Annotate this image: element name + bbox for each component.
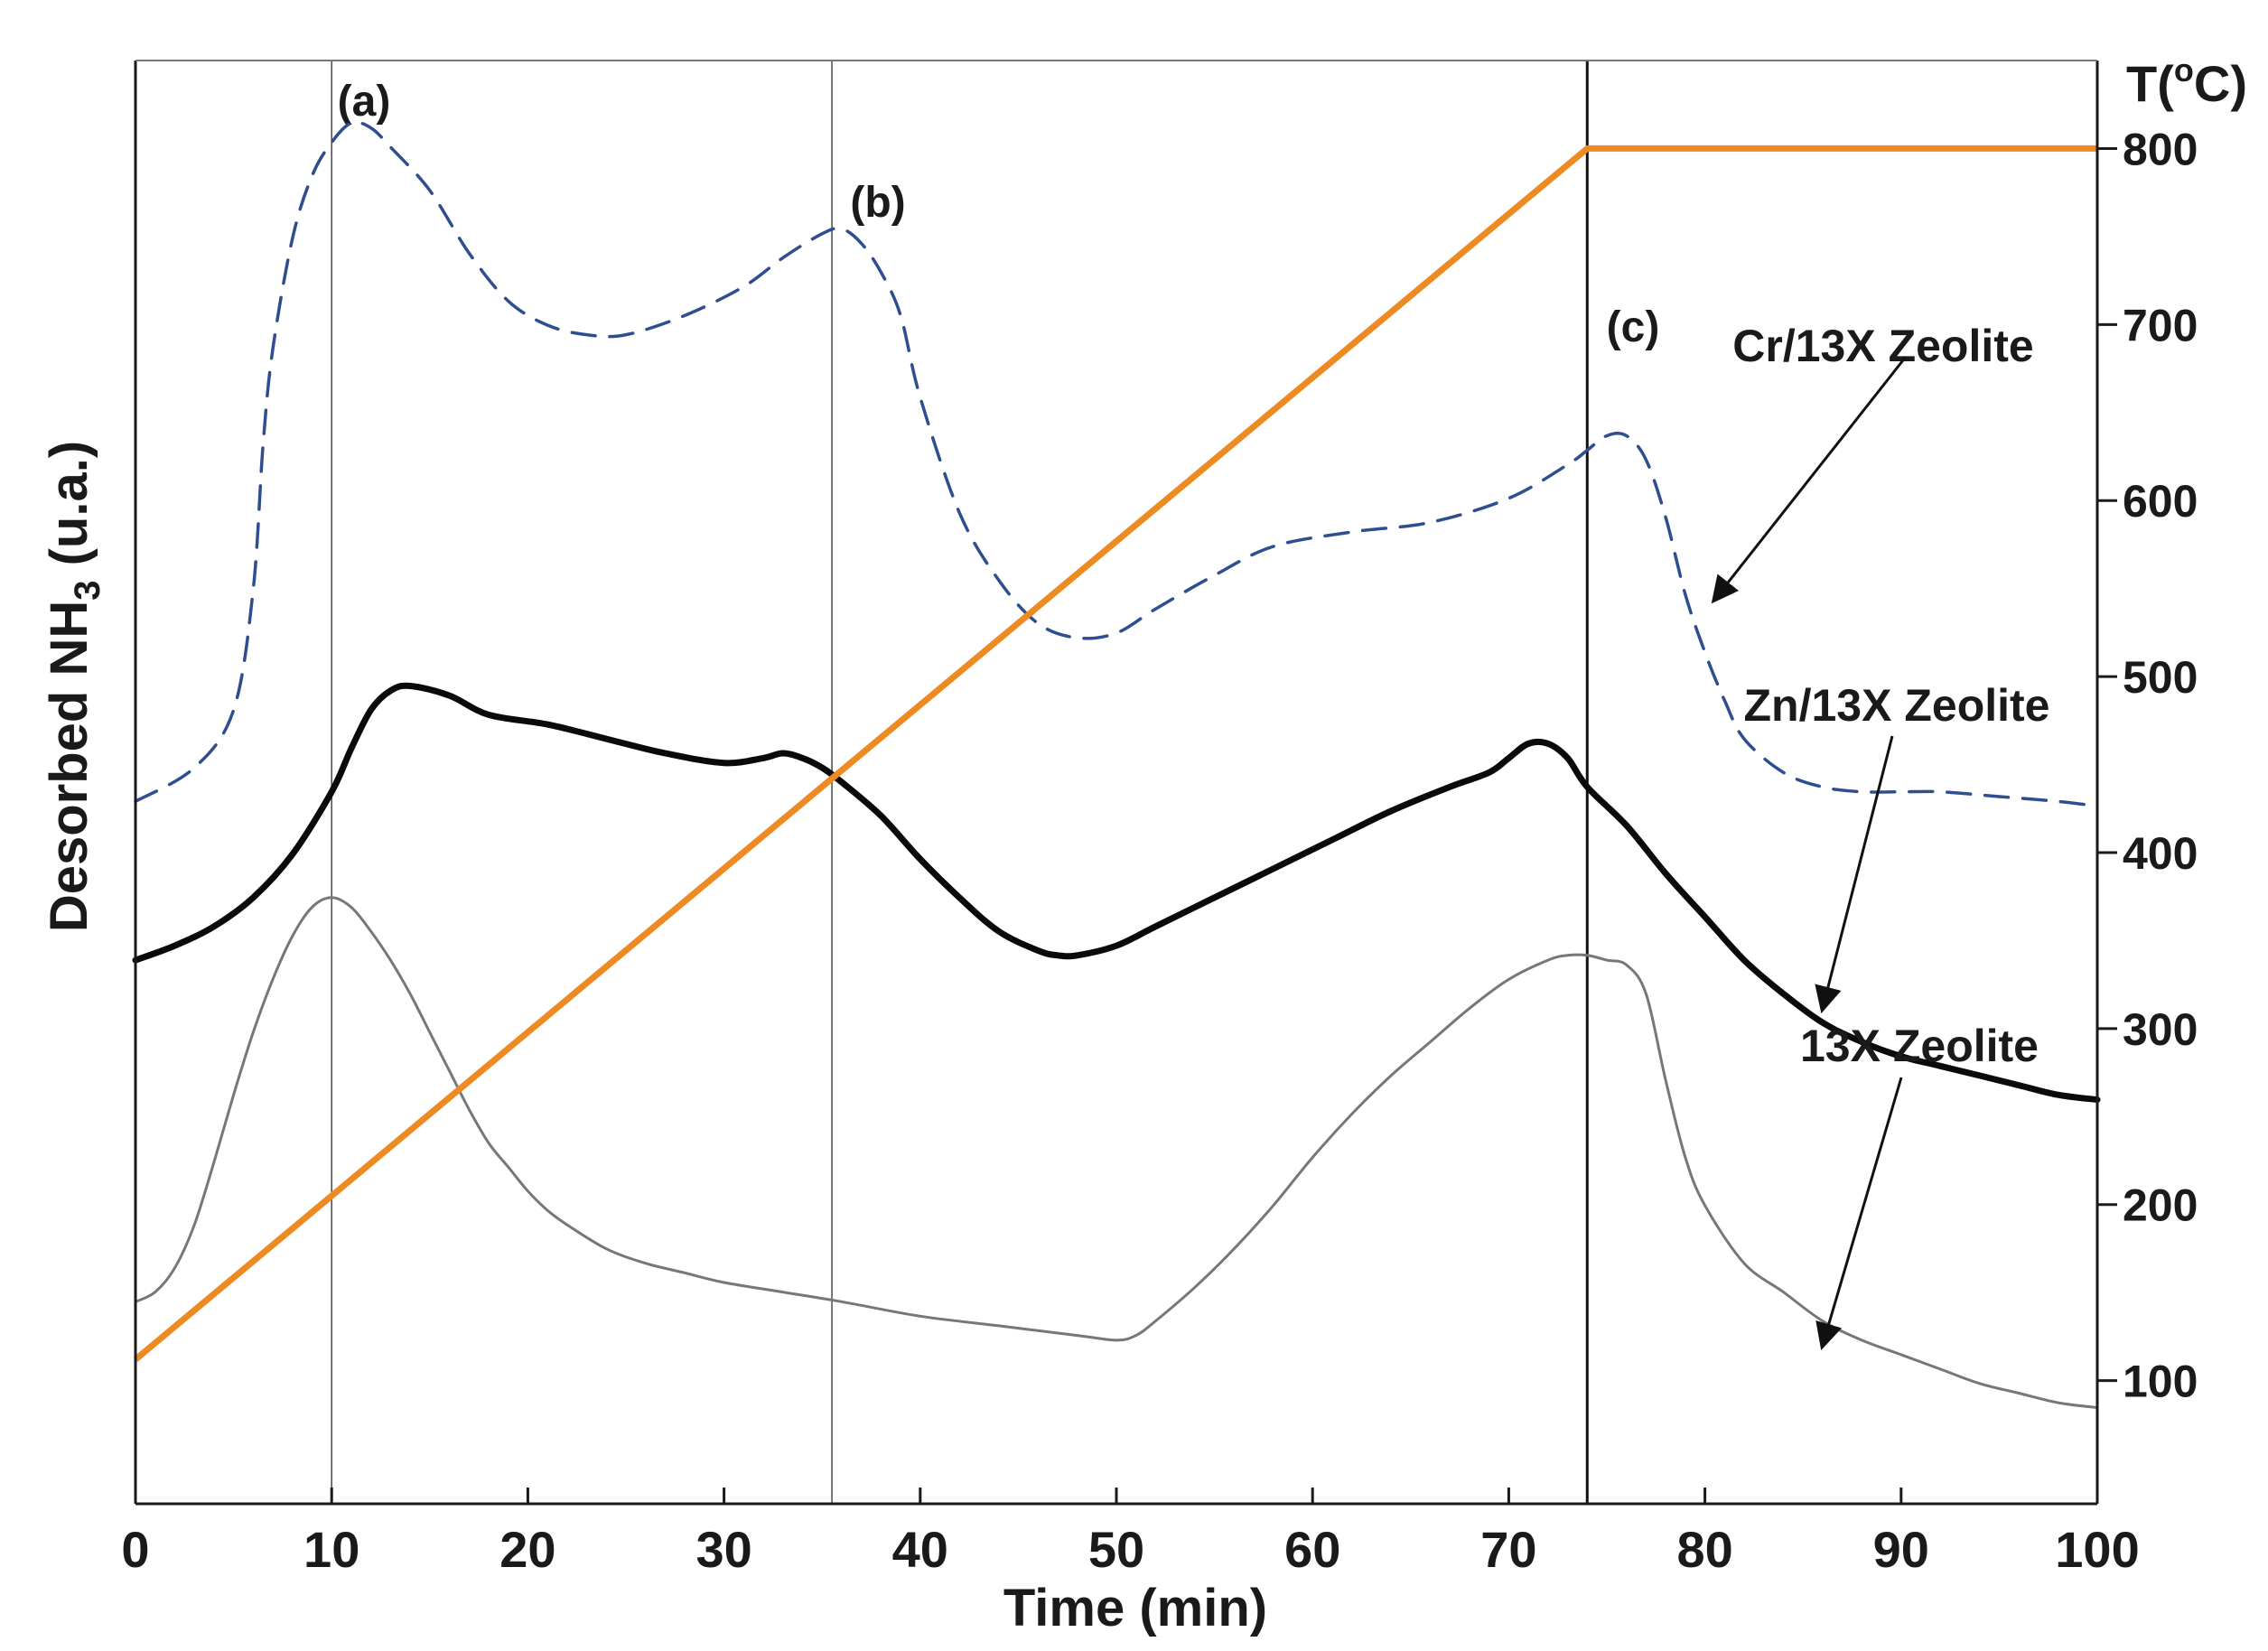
- x-tick-label-70: 70: [1480, 1521, 1536, 1578]
- y-axis-title-main: Desorbed NH: [40, 601, 98, 932]
- y2-tick-label-700: 700: [2123, 300, 2198, 350]
- y2-tick-label-600: 600: [2123, 476, 2198, 527]
- series-layer: [132, 120, 2101, 1409]
- y2-axis-title-main: T(: [2126, 55, 2174, 112]
- annotations-layer: Cr/13X Zeolite Zn/13X Zeolite 13X Zeolite: [1711, 321, 2050, 1350]
- y2-tick-label-200: 200: [2123, 1180, 2198, 1231]
- y2-axis-title: T(oC): [2126, 51, 2247, 112]
- x-tick-label-0: 0: [121, 1521, 149, 1578]
- y2-tick-label-300: 300: [2123, 1004, 2198, 1055]
- x-tick-label-60: 60: [1284, 1521, 1340, 1578]
- annotation-label-zn-13x-zeolite: Zn/13X Zeolite: [1744, 680, 2050, 731]
- y-axis-title: Desorbed NH3 (u.a.): [40, 441, 107, 932]
- x-ticks-layer: 0 10 20 30 40 50 60 70 80 90 100: [121, 1488, 2140, 1578]
- series-line-temperature: [133, 145, 2097, 1362]
- x-tick-label-50: 50: [1088, 1521, 1144, 1578]
- annotation-label-cr-13x-zeolite: Cr/13X Zeolite: [1732, 321, 2033, 371]
- annotation-arrow-cr-13x-zeolite: [1711, 356, 1908, 604]
- series-line-cr-13x-zeolite: [134, 120, 2099, 808]
- marker-label-3: (c): [1607, 303, 1660, 351]
- x-tick-label-80: 80: [1676, 1521, 1732, 1578]
- y2-tick-label-500: 500: [2123, 652, 2198, 703]
- series-line-13x-zeolite: [134, 896, 2099, 1409]
- y2-axis-title-superscript: o: [2174, 51, 2194, 89]
- annotation-arrow-zn-13x-zeolite: [1815, 735, 1894, 1014]
- x-tick-label-20: 20: [499, 1521, 555, 1578]
- annotation-arrow-13x-zeolite: [1815, 1077, 1903, 1350]
- x-axis-title: Time (min): [1003, 1579, 1267, 1637]
- series-line-zn-13x-zeolite: [132, 682, 2101, 1104]
- y2-ticks-layer: 100 200 300 400 500 600 700 800: [2097, 124, 2198, 1407]
- y-axis-title-subscript: 3: [68, 581, 107, 601]
- y2-tick-label-100: 100: [2123, 1357, 2198, 1407]
- x-tick-label-30: 30: [695, 1521, 751, 1578]
- marker-label-2: (b): [850, 179, 905, 227]
- x-tick-label-100: 100: [2055, 1521, 2139, 1578]
- y-axis-title-unit: (u.a.): [40, 441, 98, 581]
- y2-tick-label-800: 800: [2123, 124, 2198, 174]
- y2-tick-label-400: 400: [2123, 828, 2198, 879]
- x-tick-label-10: 10: [303, 1521, 359, 1578]
- y2-axis-title-unit: C): [2194, 55, 2247, 112]
- x-tick-label-90: 90: [1873, 1521, 1929, 1578]
- x-tick-label-40: 40: [892, 1521, 948, 1578]
- annotation-label-13x-zeolite: 13X Zeolite: [1800, 1021, 2039, 1071]
- marker-label-1: (a): [338, 78, 391, 126]
